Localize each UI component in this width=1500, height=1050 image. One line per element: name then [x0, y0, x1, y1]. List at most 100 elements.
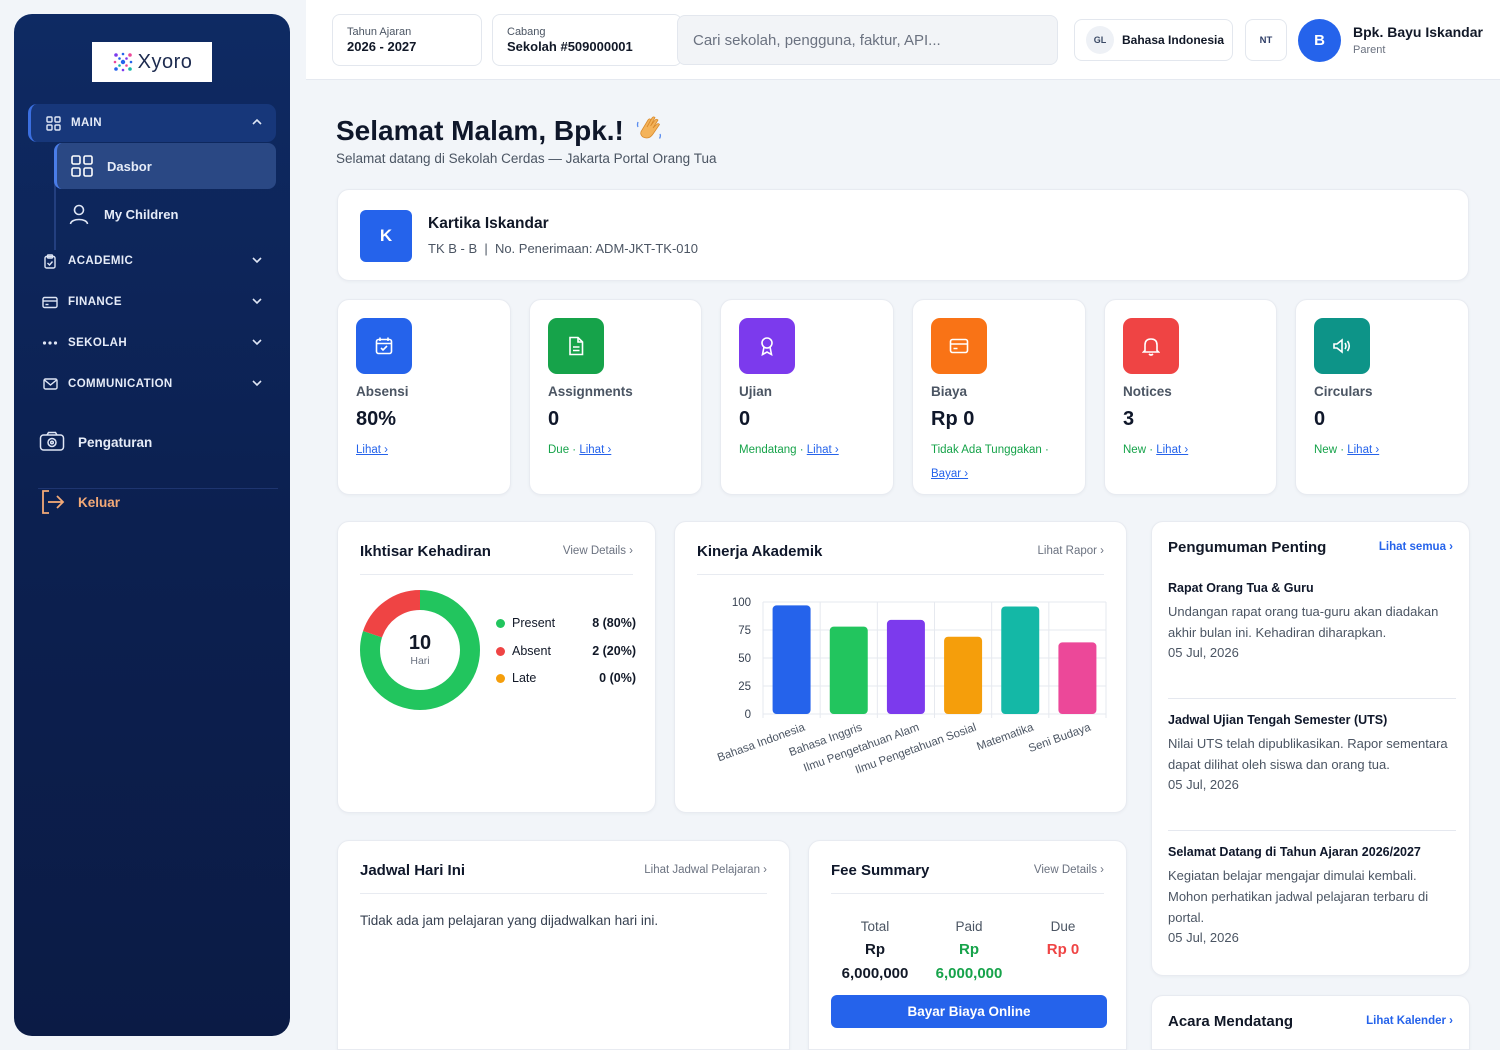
stat-link[interactable]: Lihat ›	[579, 444, 612, 456]
bar-bahasa-indonesia[interactable]	[772, 605, 811, 714]
legend-label: Absent	[512, 644, 551, 658]
stat-label: Absensi	[356, 384, 409, 399]
brand-logo[interactable]: Xyoro	[92, 42, 212, 82]
fee-label: Total	[860, 919, 890, 934]
bar-matematika[interactable]	[1001, 606, 1040, 714]
x-tick-label: Matematika	[975, 721, 1036, 753]
stat-footer: New · Lihat ›	[1123, 438, 1273, 462]
stat-link[interactable]: Lihat ›	[1347, 444, 1380, 456]
user-role: Parent	[1353, 44, 1386, 56]
stat-link[interactable]: Lihat ›	[356, 444, 388, 456]
chevron-up-icon	[252, 118, 262, 125]
academic-year-value: 2026 - 2027	[347, 39, 417, 54]
bar-ilmu-pengetahuan-alam[interactable]	[886, 619, 925, 714]
pay-online-button[interactable]: Bayar Biaya Online	[831, 995, 1107, 1028]
logout-link[interactable]: Keluar	[38, 482, 278, 522]
divider	[360, 574, 633, 575]
stat-link[interactable]: Lihat ›	[1156, 444, 1189, 456]
announcement-desc: Nilai UTS telah dipublikasikan. Rapor se…	[1168, 736, 1448, 772]
y-tick-label: 25	[738, 681, 751, 693]
y-tick-label: 50	[738, 653, 751, 665]
nav-group-sekolah[interactable]: SEKOLAH	[28, 324, 276, 362]
performance-title: Kinerja Akademik	[697, 543, 823, 560]
legend-row-absent: Absent 2 (20%)	[496, 644, 636, 658]
nav-group-label: ACADEMIC	[68, 255, 134, 267]
language-label: Bahasa Indonesia	[1122, 33, 1225, 47]
bar-seni-budaya[interactable]	[1058, 642, 1097, 714]
child-card[interactable]: K Kartika Iskandar TK B - B | No. Peneri…	[337, 189, 1469, 281]
stat-link[interactable]: Bayar ›	[931, 468, 969, 480]
stat-note: Mendatang ·	[739, 444, 807, 456]
fee-value-line: 6,000,000	[841, 965, 909, 982]
branch-value: Sekolah #509000001	[507, 39, 633, 54]
branch-label: Cabang	[507, 26, 546, 38]
stat-footer: Mendatang · Lihat ›	[739, 438, 889, 462]
performance-card: Kinerja Akademik Lihat Rapor › 0 25 50 75 10…	[674, 521, 1127, 813]
stat-value: 0	[1314, 408, 1326, 430]
grid-icon	[45, 115, 61, 131]
stat-card-attendance: Absensi 80% Lihat ›	[337, 299, 511, 495]
stat-note: Due ·	[548, 444, 580, 456]
legend-row-late: Late 0 (0%)	[496, 671, 636, 685]
announcements-title: Pengumuman Penting	[1168, 539, 1327, 556]
chevron-down-icon	[252, 380, 262, 387]
divider	[1168, 830, 1456, 831]
bar-bahasa-inggris[interactable]	[829, 626, 868, 714]
attendance-title: Ikhtisar Kehadiran	[360, 543, 491, 560]
sidebar-item-my-children[interactable]: My Children	[54, 191, 276, 237]
child-avatar: K	[360, 210, 412, 262]
sidebar-item-dasbor[interactable]: Dasbor	[54, 143, 276, 189]
submenu-guide	[54, 156, 56, 250]
user-name[interactable]: Bpk. Bayu Iskandar	[1353, 24, 1483, 40]
events-calendar-link[interactable]: Lihat Kalender ›	[1366, 1015, 1453, 1027]
nav-group-label: FINANCE	[68, 296, 122, 308]
announcements-see-all-link[interactable]: Lihat semua ›	[1378, 541, 1453, 553]
notification-button[interactable]: NT	[1245, 19, 1287, 61]
calendar-check-icon	[356, 318, 412, 374]
y-tick-label: 100	[732, 597, 751, 609]
stat-link[interactable]: Lihat ›	[806, 444, 839, 456]
stat-card-notices: Notices 3 New · Lihat ›	[1104, 299, 1277, 495]
stat-label: Biaya	[931, 384, 968, 399]
announcement-item[interactable]: Jadwal Ujian Tengah Semester (UTS) Nilai…	[1168, 713, 1456, 792]
brand-name: Xyoro	[137, 50, 193, 73]
fee-details-link[interactable]: View Details ›	[1033, 864, 1104, 876]
events-title: Acara Mendatang	[1168, 1013, 1294, 1030]
nav-group-communication[interactable]: COMMUNICATION	[28, 365, 276, 403]
announcement-desc: Kegiatan belajar mengajar dimulai kembal…	[1168, 868, 1429, 925]
academic-year-selector[interactable]: Tahun Ajaran 2026 - 2027	[332, 14, 482, 66]
fee-value-line: 6,000,000	[935, 965, 1003, 982]
attendance-donut	[360, 590, 480, 710]
announcement-date: 05 Jul, 2026	[1168, 930, 1239, 945]
attendance-details-link[interactable]: View Details ›	[562, 545, 633, 557]
search-input[interactable]: Cari sekolah, pengguna, faktur, API...	[677, 15, 1058, 65]
chevron-down-icon	[252, 339, 262, 346]
legend-label: Present	[512, 616, 556, 630]
announcements-card: Pengumuman Penting Lihat semua › Rapat O…	[1151, 521, 1470, 976]
bar-ilmu-pengetahuan-sosial[interactable]	[944, 636, 983, 714]
stat-note: New ·	[1123, 444, 1157, 456]
branch-selector[interactable]: Cabang Sekolah #509000001	[492, 14, 682, 66]
settings-label: Pengaturan	[78, 434, 153, 450]
settings-link[interactable]: Pengaturan	[38, 422, 278, 462]
language-selector[interactable]: GL Bahasa Indonesia	[1074, 19, 1233, 61]
stat-note: New ·	[1314, 444, 1348, 456]
attendance-card: Ikhtisar Kehadiran View Details › 10 Har…	[337, 521, 656, 813]
schedule-link[interactable]: Lihat Jadwal Pelajaran ›	[644, 864, 767, 876]
stat-footer: New · Lihat ›	[1314, 438, 1464, 462]
announcement-item[interactable]: Rapat Orang Tua & Guru Undangan rapat or…	[1168, 581, 1456, 660]
attendance-total-unit: Hari	[410, 655, 430, 667]
announcement-date: 05 Jul, 2026	[1168, 645, 1239, 660]
report-card-link[interactable]: Lihat Rapor ›	[1037, 545, 1104, 557]
nav-group-finance[interactable]: FINANCE	[28, 283, 276, 321]
academic-year-label: Tahun Ajaran	[347, 26, 412, 38]
nav-group-academic[interactable]: ACADEMIC	[28, 242, 276, 280]
stat-label: Notices	[1123, 384, 1172, 399]
announcement-item[interactable]: Selamat Datang di Tahun Ajaran 2026/2027…	[1168, 845, 1456, 945]
bell-icon	[1123, 318, 1179, 374]
fee-due: Due Rp 0	[1013, 919, 1113, 962]
legend-row-present: Present 8 (80%)	[496, 616, 636, 630]
stat-note: Tidak Ada Tunggakan ·	[931, 444, 1049, 456]
nav-group-main[interactable]: MAIN	[28, 104, 276, 142]
avatar[interactable]: B	[1298, 19, 1341, 62]
